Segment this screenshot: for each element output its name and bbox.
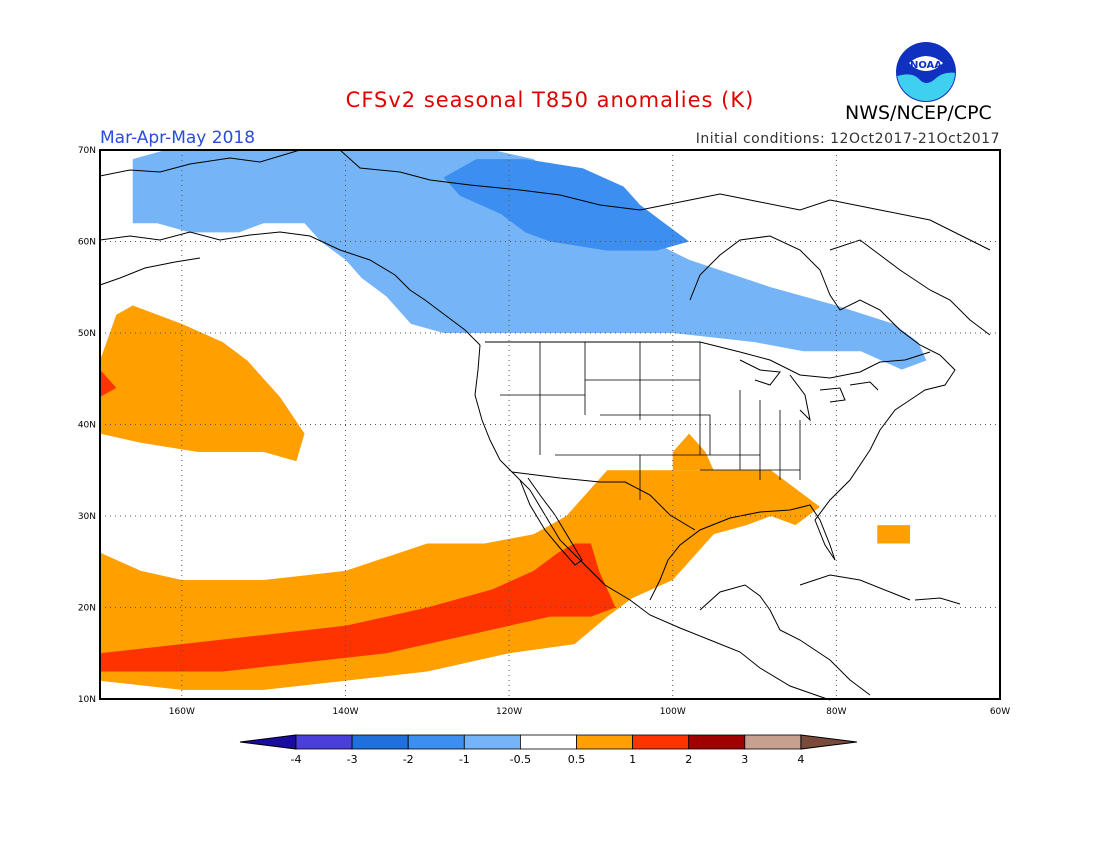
lat-tick-label: 40N	[78, 421, 96, 431]
anomaly-fields	[100, 150, 927, 690]
great-lakes	[739, 359, 879, 422]
agency-label: NWS/NCEP/CPC	[845, 102, 992, 124]
colorbar-box	[744, 734, 802, 750]
logo-lettering: NOAA	[910, 60, 942, 71]
lat-tick-label: 20N	[78, 604, 96, 614]
lat-tick-label: 60N	[78, 238, 96, 248]
colorbar-label: 0.5	[568, 753, 586, 766]
colorbar-arrow-low	[239, 734, 297, 750]
coastline-aleutians	[99, 257, 201, 286]
coastline-us-west	[474, 344, 831, 701]
colorbar-label: 2	[685, 753, 692, 766]
lat-tick-label: 10N	[78, 695, 96, 705]
anomaly-region-3	[100, 305, 305, 462]
coastline-central-america	[699, 584, 871, 696]
colorbar-box	[407, 734, 465, 750]
colorbar-label: -2	[403, 753, 414, 766]
map-gridlines	[100, 150, 1000, 699]
lat-tick-label: 30N	[78, 512, 96, 522]
lon-tick-label: 100W	[660, 707, 686, 717]
coastline-gulf	[649, 399, 911, 601]
coastline-baja	[519, 477, 583, 566]
colorbar-label: -0.5	[510, 753, 531, 766]
colorbar-arrow-high	[800, 734, 857, 750]
anomaly-region-7	[100, 369, 117, 398]
coastline-alaska	[99, 149, 991, 251]
anomaly-region-0	[132, 150, 927, 370]
colorbar-label: 4	[797, 753, 804, 766]
colorbar-label: 3	[741, 753, 748, 766]
state-lines	[500, 342, 801, 500]
colorbar-label: 1	[629, 753, 636, 766]
border-us-canada	[485, 341, 931, 379]
colorbar-labels: -4 -3 -2 -1 -0.5 0.5 1 2 3 4	[291, 753, 805, 766]
coastline-cuba	[799, 574, 911, 601]
anomaly-region-1	[443, 159, 690, 251]
anomaly-region-5	[877, 525, 910, 544]
colorbar-box	[295, 734, 353, 750]
anomaly-region-6	[100, 543, 616, 672]
lon-tick-label: 80W	[826, 707, 846, 717]
coastline-hudson-bay	[689, 235, 956, 401]
colorbar-box	[463, 734, 521, 750]
colorbar-label: -3	[347, 753, 358, 766]
lon-tick-label: 120W	[496, 707, 522, 717]
colorbar-label: -4	[291, 753, 302, 766]
initial-conditions-label: Initial conditions: 12Oct2017-21Oct2017	[695, 131, 1000, 147]
lat-tick-label: 70N	[78, 146, 96, 156]
colorbar-box	[520, 734, 577, 750]
coastline-labrador	[829, 239, 991, 336]
colorbar-label: -1	[459, 753, 470, 766]
colorbar-box	[576, 734, 633, 750]
axis-ticks: 160W 140W 120W 100W 80W 60W 70N 60N 50N 40N 30N 20N…	[78, 146, 1010, 717]
lon-tick-label: 60W	[990, 707, 1010, 717]
noaa-logo-icon: NOAA	[896, 42, 956, 102]
colorbar-box	[632, 734, 690, 750]
map-frame	[99, 149, 1001, 700]
map-title: CFSv2 seasonal T850 anomalies (K)	[345, 88, 755, 112]
lon-tick-label: 140W	[332, 707, 358, 717]
anomaly-region-4	[672, 433, 714, 471]
border-us-mexico	[511, 471, 696, 531]
coastline-hispaniola	[914, 597, 961, 605]
geographic-lines	[99, 149, 991, 701]
colorbar-box	[351, 734, 409, 750]
colorbar-box	[688, 734, 746, 750]
lon-tick-label: 160W	[169, 707, 195, 717]
lat-tick-label: 50N	[78, 329, 96, 339]
colorbar-boxes	[239, 734, 857, 750]
coastline-alaska-south	[99, 231, 481, 346]
season-label: Mar-Apr-May 2018	[100, 128, 256, 148]
